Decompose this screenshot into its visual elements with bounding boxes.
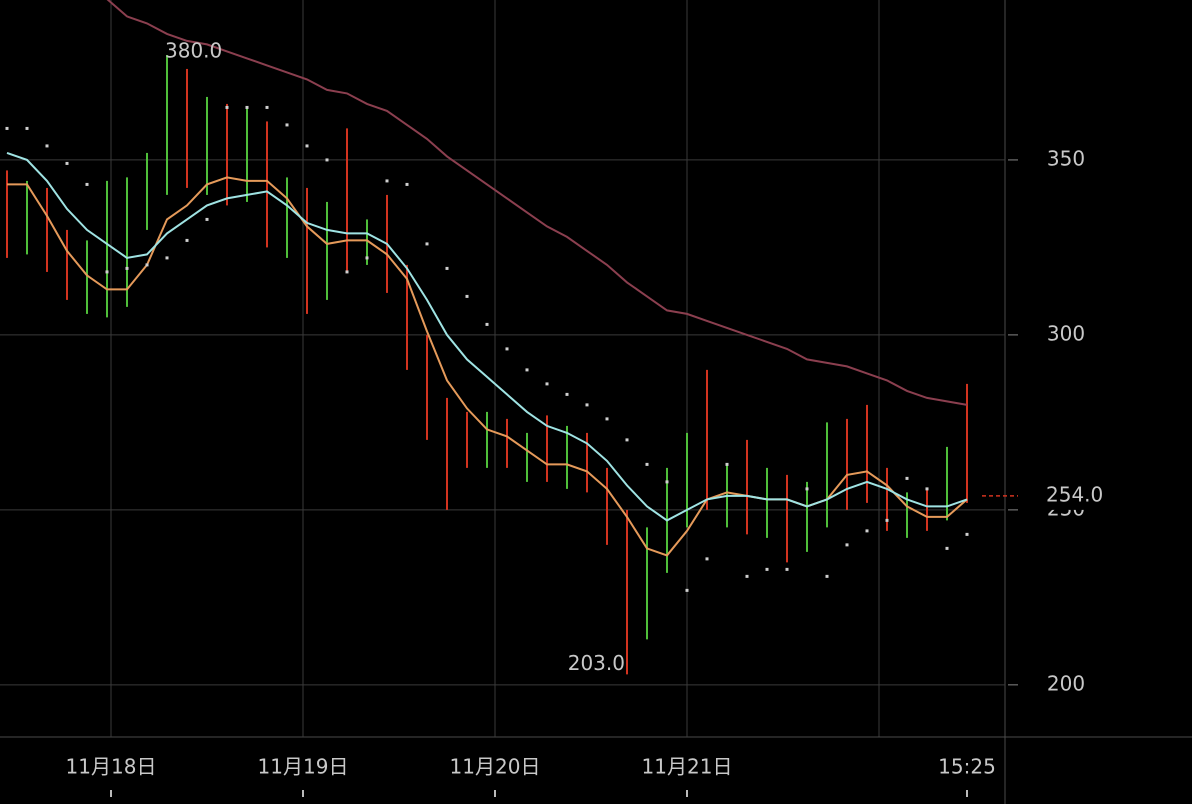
time-label: 15:25 [938, 755, 996, 779]
sar-dot [785, 567, 789, 571]
sar-dot [605, 417, 609, 421]
sar-dot [265, 105, 269, 109]
sar-dot [25, 126, 29, 130]
moving-average-line [6, 151, 968, 522]
sar-dot [565, 392, 569, 396]
y-tick-label: 300 [1047, 321, 1085, 345]
sar-dot [125, 266, 129, 270]
sar-dot [305, 144, 309, 148]
price-annotation: 380.0 [165, 38, 222, 62]
sar-dot [205, 217, 209, 221]
sar-dot [825, 574, 829, 578]
x-tick-label: 11月18日 [66, 755, 157, 779]
moving-average-line [106, 0, 968, 406]
sar-dot [685, 588, 689, 592]
sar-dot [965, 532, 969, 536]
sar-dot [665, 480, 669, 484]
sar-dot [745, 574, 749, 578]
sar-dot [865, 529, 869, 533]
sar-dot [365, 256, 369, 260]
sar-dot [645, 462, 649, 466]
sar-dot [445, 266, 449, 270]
sar-dot [945, 546, 949, 550]
sar-dot [905, 476, 909, 480]
sar-dot [625, 438, 629, 442]
y-tick-label: 350 [1047, 146, 1085, 170]
sar-dot [325, 158, 329, 162]
x-tick-label: 11月21日 [642, 755, 733, 779]
sar-dot [505, 347, 509, 351]
sar-dot [245, 105, 249, 109]
sar-dot [285, 123, 289, 127]
price-annotation: 203.0 [568, 651, 625, 675]
sar-dot [465, 294, 469, 298]
x-tick-label: 11月19日 [258, 755, 349, 779]
y-tick-label: 200 [1047, 671, 1085, 695]
sar-dot [545, 382, 549, 386]
sar-dot [85, 182, 89, 186]
sar-dot [45, 144, 49, 148]
sar-dot [225, 105, 229, 109]
sar-dot [185, 238, 189, 242]
sar-dot [845, 543, 849, 547]
sar-dot [405, 182, 409, 186]
sar-dot [5, 126, 9, 130]
sar-dot [925, 487, 929, 491]
sar-dot [385, 179, 389, 183]
sar-dot [165, 256, 169, 260]
sar-dot [725, 462, 729, 466]
sar-dot [705, 557, 709, 561]
last-price-box [1030, 481, 1120, 510]
sar-dot [585, 403, 589, 407]
sar-dot [425, 242, 429, 246]
plot-area [0, 0, 1005, 737]
sar-dot [145, 263, 149, 267]
x-tick-label: 11月20日 [450, 755, 541, 779]
last-price-label: 254.0 [1046, 482, 1103, 506]
sar-dot [885, 518, 889, 522]
sar-dot [485, 322, 489, 326]
sar-dot [345, 270, 349, 274]
sar-dot [65, 161, 69, 165]
sar-dot [765, 567, 769, 571]
sar-dot [525, 368, 529, 372]
sar-dot [105, 270, 109, 274]
sar-dot [805, 487, 809, 491]
